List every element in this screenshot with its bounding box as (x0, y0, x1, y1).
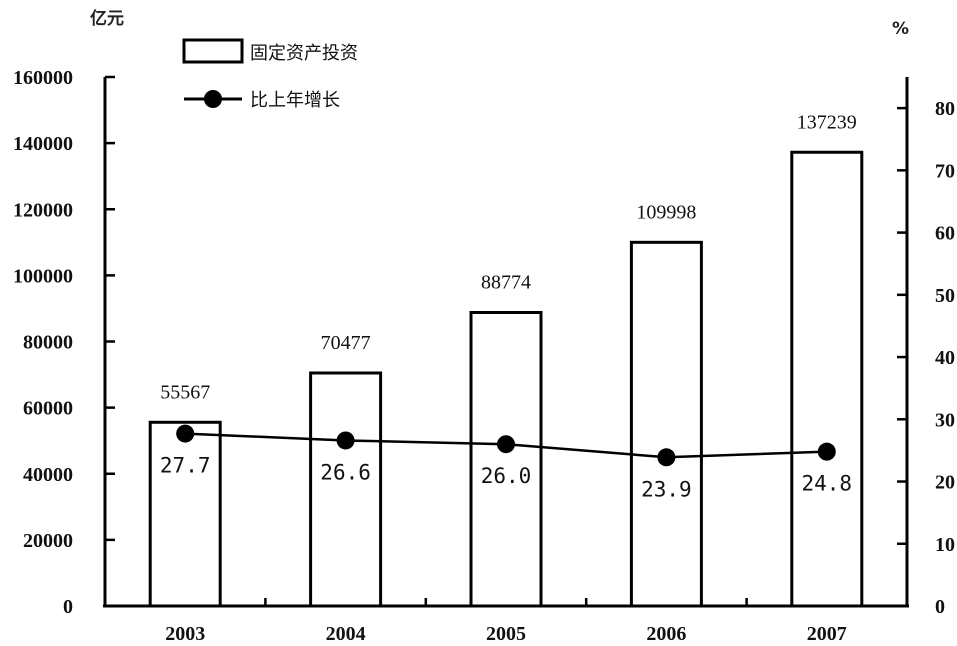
growth-value-label: 24.8 (802, 472, 853, 496)
legend-dot-icon (204, 90, 222, 108)
growth-point-2005 (497, 435, 515, 454)
legend: 固定资产投资 比上年增长 (182, 38, 358, 111)
growth-point-2006 (657, 448, 676, 467)
right-tick-label: 30 (935, 409, 955, 431)
growth-value-label: 26.0 (481, 464, 532, 488)
growth-point-2007 (817, 442, 836, 461)
left-axis-unit: 亿元 (90, 8, 124, 29)
right-axis-unit: % (892, 19, 909, 39)
axes (103, 75, 909, 608)
x-category-label: 2003 (165, 623, 205, 645)
right-tick-label: 50 (935, 285, 955, 307)
legend-line-label: 比上年增长 (250, 90, 340, 111)
growth-point-2004 (336, 431, 355, 450)
x-category-label: 2006 (646, 623, 686, 645)
left-tick-label: 40000 (23, 464, 73, 486)
labels: 55567 70477 88774 109998 137239 27.7 26.6 26.0 2… (13, 67, 955, 645)
right-tick-label: 0 (935, 596, 945, 618)
bar-value-label: 70477 (321, 332, 371, 354)
right-tick-label: 60 (935, 223, 955, 245)
x-category-label: 2005 (486, 623, 526, 645)
left-tick-label: 120000 (13, 199, 73, 221)
right-tick-label: 10 (935, 534, 955, 556)
left-tick-label: 20000 (23, 530, 73, 552)
bar-2003 (148, 420, 222, 608)
bar-value-label: 109998 (636, 201, 696, 223)
bar-2006 (629, 240, 703, 608)
bar-value-label: 137239 (797, 111, 857, 133)
bar-value-label: 88774 (481, 271, 531, 293)
right-tick-label: 80 (935, 98, 955, 120)
bar-2004 (309, 371, 383, 608)
x-category-label: 2007 (807, 623, 847, 645)
right-tick-label: 20 (935, 472, 955, 494)
x-category-label: 2004 (326, 623, 366, 645)
growth-value-label: 26.6 (320, 460, 371, 484)
legend-bar-swatch (182, 38, 244, 64)
bar-2007 (790, 150, 864, 608)
left-tick-label: 160000 (13, 67, 73, 89)
legend-bar-label: 固定资产投资 (250, 43, 358, 64)
growth-point-2003 (176, 424, 195, 443)
growth-value-label: 23.9 (641, 477, 692, 501)
bar-value-label: 55567 (160, 381, 210, 403)
left-tick-label: 140000 (13, 133, 73, 155)
left-tick-label: 100000 (13, 265, 73, 287)
right-tick-label: 40 (935, 347, 955, 369)
growth-value-label: 27.7 (160, 454, 211, 478)
bar-2005 (469, 310, 543, 608)
bars (148, 150, 864, 608)
left-tick-label: 80000 (23, 332, 73, 354)
left-tick-label: 60000 (23, 398, 73, 420)
right-tick-label: 70 (935, 160, 955, 182)
growth-line (176, 424, 836, 467)
left-tick-label: 0 (63, 596, 73, 618)
